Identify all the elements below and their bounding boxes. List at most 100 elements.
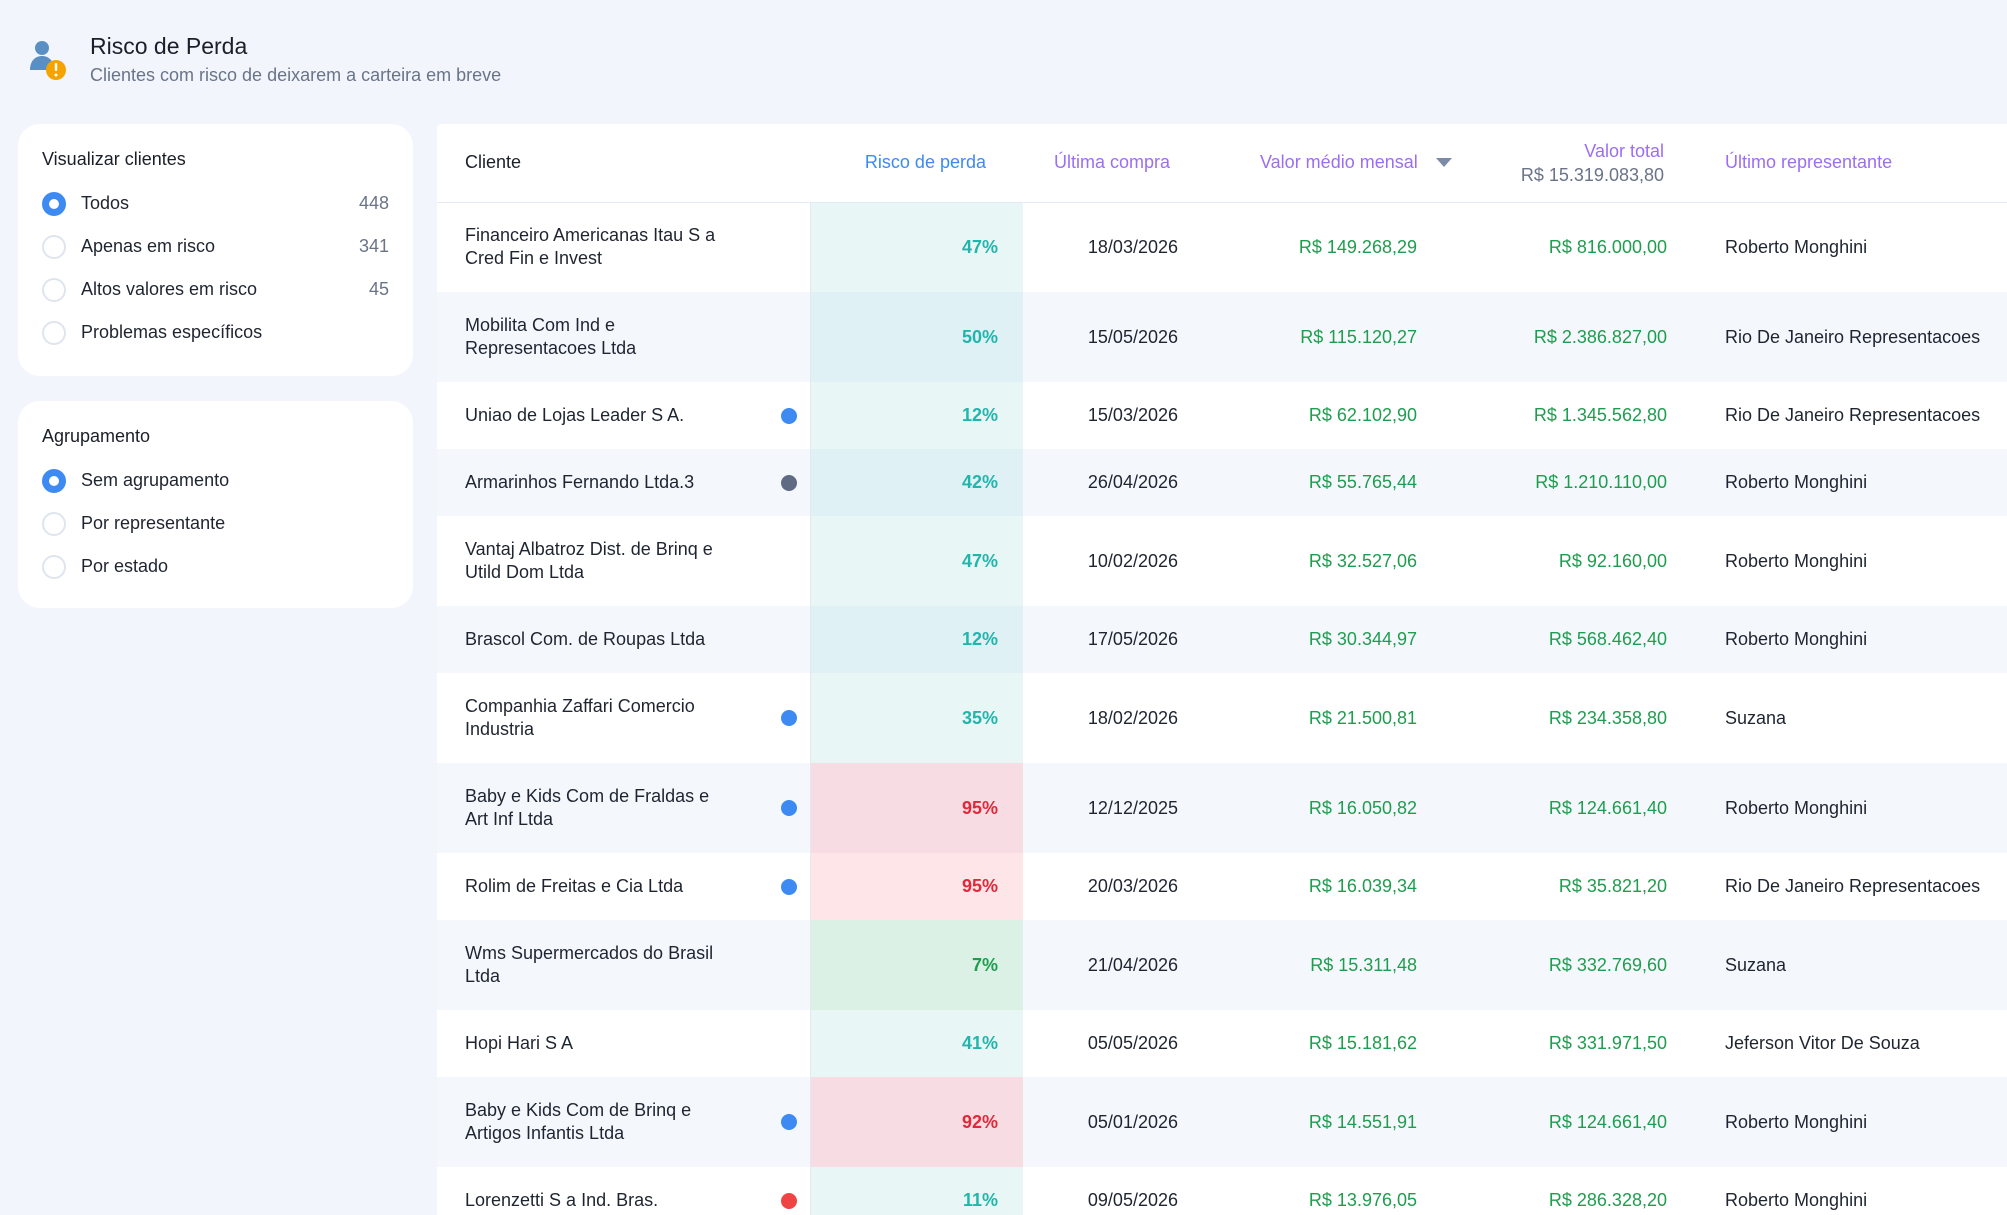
table-row[interactable]: Baby e Kids Com de Brinq e Artigos Infan… xyxy=(437,1077,2007,1167)
radio-button[interactable] xyxy=(42,234,66,259)
cell-risk: 41% xyxy=(809,1010,1023,1077)
group-option-label: Sem agrupamento xyxy=(81,470,230,490)
cell-client[interactable]: Lorenzetti S a Ind. Bras. xyxy=(437,1167,810,1215)
table-body: Financeiro Americanas Itau S a Cred Fin … xyxy=(437,202,2007,1215)
cell-last-rep: Rio De Janeiro Representacoes xyxy=(1667,292,2007,382)
cell-client[interactable]: Rolim de Freitas e Cia Ltda xyxy=(437,853,810,920)
cell-last-rep: Roberto Monghini xyxy=(1667,763,2007,853)
total-value: R$ 332.769,60 xyxy=(1548,954,1667,975)
cell-client[interactable]: Baby e Kids Com de Fraldas e Art Inf Ltd… xyxy=(437,763,810,853)
cell-client[interactable]: Mobilita Com Ind e Representacoes Ltda xyxy=(437,292,810,382)
cell-risk: 11% xyxy=(809,1167,1023,1215)
cell-last-rep: Roberto Monghini xyxy=(1667,1077,2007,1167)
column-header-total[interactable]: Valor total R$ 15.319.083,80 xyxy=(1452,124,1667,203)
table-row[interactable]: Uniao de Lojas Leader S A. 12% 15/03/2026 R… xyxy=(437,382,2007,449)
client-name: Armarinhos Fernando Ltda.3 xyxy=(465,472,695,492)
radio-button[interactable] xyxy=(42,191,66,216)
cell-avg-monthly: R$ 115.120,27 xyxy=(1210,292,1452,382)
cell-last-purchase: 09/05/2026 xyxy=(1023,1167,1210,1215)
filter-option-count: 341 xyxy=(358,236,389,256)
column-header-last-rep[interactable]: Último representante xyxy=(1667,124,2007,203)
cell-total: R$ 1.345.562,80 xyxy=(1452,382,1667,449)
cell-total: R$ 286.328,20 xyxy=(1452,1167,1667,1215)
group-option-representante[interactable]: Por representante xyxy=(42,502,389,545)
group-option-estado[interactable]: Por estado xyxy=(42,545,389,588)
total-value: R$ 234.358,80 xyxy=(1548,707,1667,728)
column-header-last-purchase[interactable]: Última compra xyxy=(1023,124,1210,203)
client-name: Brascol Com. de Roupas Ltda xyxy=(465,629,706,649)
cell-last-purchase: 15/03/2026 xyxy=(1023,382,1210,449)
table-row[interactable]: Lorenzetti S a Ind. Bras. 11% 09/05/2026 R$… xyxy=(437,1167,2007,1215)
cell-last-rep: Roberto Monghini xyxy=(1667,202,2007,292)
cell-avg-monthly: R$ 16.039,34 xyxy=(1210,853,1452,920)
table-row[interactable]: Rolim de Freitas e Cia Ltda 95% 20/03/2026… xyxy=(437,853,2007,920)
group-option-label: Por estado xyxy=(81,556,169,576)
filter-option-todos[interactable]: Todos 448 xyxy=(42,182,389,225)
cell-client[interactable]: Wms Supermercados do Brasil Ltda xyxy=(437,920,810,1010)
filter-option-problemas[interactable]: Problemas específicos xyxy=(42,311,389,354)
table-row[interactable]: Brascol Com. de Roupas Ltda 12% 17/05/2026… xyxy=(437,606,2007,673)
cell-avg-monthly: R$ 149.268,29 xyxy=(1210,202,1452,292)
filter-option-label: Apenas em risco xyxy=(81,236,216,256)
cell-client[interactable]: Companhia Zaffari Comercio Industria xyxy=(437,673,810,763)
table-row[interactable]: Financeiro Americanas Itau S a Cred Fin … xyxy=(437,202,2007,292)
cell-last-purchase: 26/04/2026 xyxy=(1023,449,1210,516)
cell-avg-monthly: R$ 62.102,90 xyxy=(1210,382,1452,449)
radio-button[interactable] xyxy=(42,554,66,579)
filter-option-altos-valores[interactable]: Altos valores em risco 45 xyxy=(42,268,389,311)
column-header-avg-monthly[interactable]: Valor médio mensal xyxy=(1210,124,1452,203)
cell-client[interactable]: Brascol Com. de Roupas Ltda xyxy=(437,606,810,673)
client-name: Hopi Hari S A xyxy=(465,1033,574,1053)
total-value: R$ 286.328,20 xyxy=(1548,1190,1667,1210)
client-name: Lorenzetti S a Ind. Bras. xyxy=(465,1190,659,1210)
table-row[interactable]: Companhia Zaffari Comercio Industria 35% 1… xyxy=(437,673,2007,763)
cell-last-purchase: 20/03/2026 xyxy=(1023,853,1210,920)
radio-button[interactable] xyxy=(42,468,66,493)
total-value: R$ 816.000,00 xyxy=(1548,236,1667,257)
cell-avg-monthly: R$ 55.765,44 xyxy=(1210,449,1452,516)
radio-button[interactable] xyxy=(42,511,66,536)
cell-client[interactable]: Baby e Kids Com de Brinq e Artigos Infan… xyxy=(437,1077,810,1167)
cell-avg-monthly: R$ 16.050,82 xyxy=(1210,763,1452,853)
total-value: R$ 124.661,40 xyxy=(1548,797,1667,818)
filter-option-count: 448 xyxy=(358,193,389,213)
cell-client[interactable]: Financeiro Americanas Itau S a Cred Fin … xyxy=(437,202,810,292)
page-header: Risco de Perda Clientes com risco de dei… xyxy=(28,30,501,86)
cell-client[interactable]: Vantaj Albatroz Dist. de Brinq e Utild D… xyxy=(437,516,810,606)
table-row[interactable]: Mobilita Com Ind e Representacoes Ltda 50… xyxy=(437,292,2007,382)
avg-monthly-value: R$ 16.039,34 xyxy=(1308,876,1417,896)
avg-monthly-value: R$ 13.976,05 xyxy=(1308,1190,1417,1210)
cell-last-purchase: 05/05/2026 xyxy=(1023,1010,1210,1077)
column-header-risk[interactable]: Risco de perda xyxy=(810,124,1023,203)
group-option-sem[interactable]: Sem agrupamento xyxy=(42,459,389,502)
cell-last-rep: Roberto Monghini xyxy=(1667,449,2007,516)
cell-total: R$ 816.000,00 xyxy=(1452,202,1667,292)
table-row[interactable]: Armarinhos Fernando Ltda.3 42% 26/04/2026 R… xyxy=(437,449,2007,516)
page-subtitle: Clientes com risco de deixarem a carteir… xyxy=(90,65,502,85)
cell-total: R$ 234.358,80 xyxy=(1452,673,1667,763)
table-row[interactable]: Wms Supermercados do Brasil Ltda 7% 21/04/… xyxy=(437,920,2007,1010)
cell-client[interactable]: Armarinhos Fernando Ltda.3 xyxy=(437,449,810,516)
column-header-client[interactable]: Cliente xyxy=(437,124,810,203)
cell-avg-monthly: R$ 15.311,48 xyxy=(1210,920,1452,1010)
status-dot-icon xyxy=(780,878,797,895)
radio-button[interactable] xyxy=(42,277,66,302)
filter-option-apenas-em-risco[interactable]: Apenas em risco 341 xyxy=(42,225,389,268)
radio-button[interactable] xyxy=(42,320,66,345)
avg-monthly-value: R$ 16.050,82 xyxy=(1308,797,1417,818)
sort-desc-icon[interactable] xyxy=(1436,158,1452,167)
cell-last-rep: Suzana xyxy=(1667,673,2007,763)
client-name: Companhia Zaffari Comercio Industria xyxy=(465,696,695,739)
page-title: Risco de Perda xyxy=(90,33,248,59)
user-risk-icon xyxy=(28,36,68,84)
cell-client[interactable]: Hopi Hari S A xyxy=(437,1010,810,1077)
table-row[interactable]: Baby e Kids Com de Fraldas e Art Inf Ltd… xyxy=(437,763,2007,853)
status-dot-icon xyxy=(780,800,797,816)
cell-total: R$ 35.821,20 xyxy=(1452,853,1667,920)
cell-client[interactable]: Uniao de Lojas Leader S A. xyxy=(437,382,810,449)
table-row[interactable]: Hopi Hari S A 41% 05/05/2026 R$ 15.181,62 R$… xyxy=(437,1010,2007,1077)
cell-avg-monthly: R$ 30.344,97 xyxy=(1210,606,1452,673)
cell-risk: 95% xyxy=(809,763,1023,853)
cell-last-purchase: 10/02/2026 xyxy=(1023,516,1210,606)
table-row[interactable]: Vantaj Albatroz Dist. de Brinq e Utild D… xyxy=(437,516,2007,606)
